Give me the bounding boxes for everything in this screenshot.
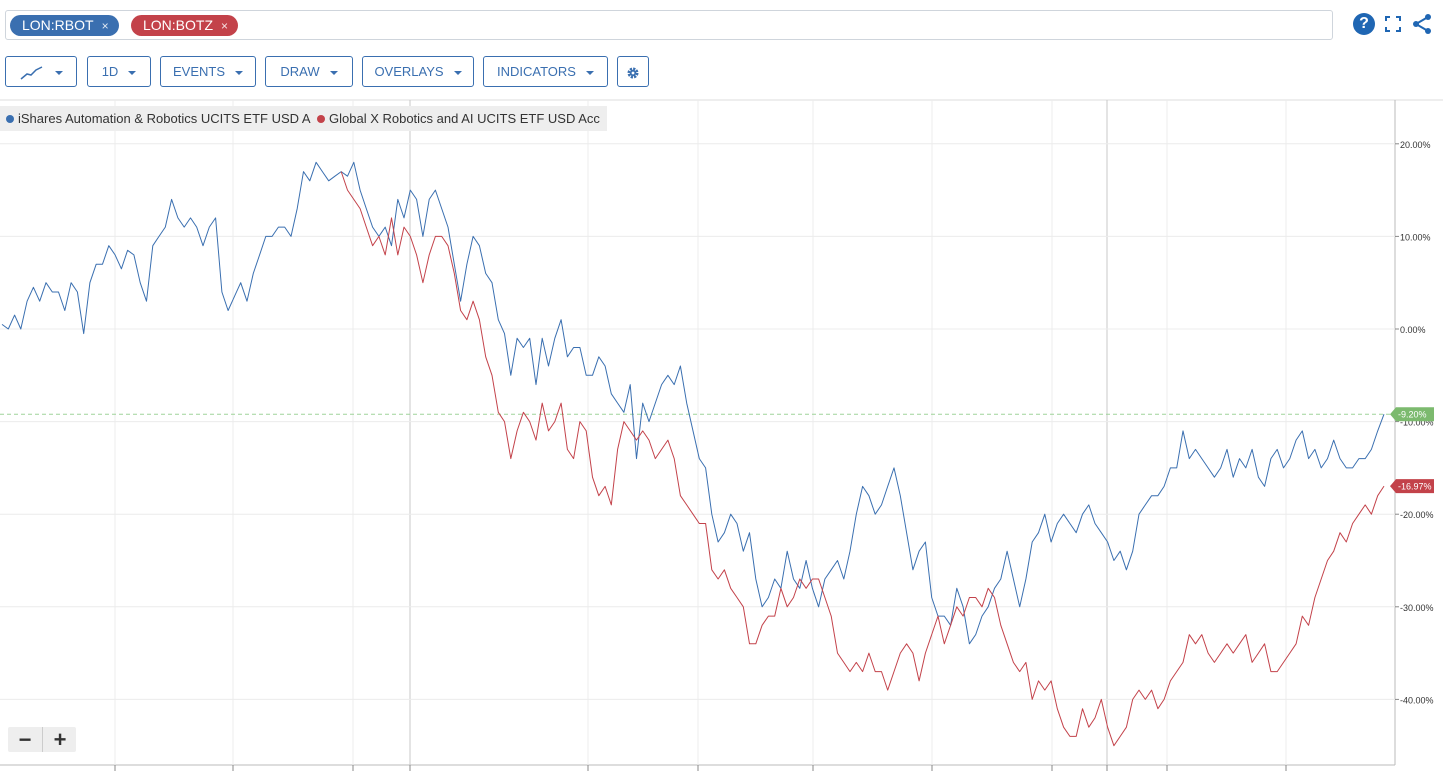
draw-button[interactable]: DRAW (265, 56, 353, 87)
events-button[interactable]: EVENTS (160, 56, 256, 87)
events-label: EVENTS (172, 64, 225, 79)
fullscreen-icon[interactable] (1385, 16, 1401, 32)
symbol-chip-label: LON:BOTZ (143, 17, 214, 33)
y-tick-label: -10.00% (1400, 418, 1434, 428)
last-value-badge (1390, 407, 1434, 422)
remove-symbol-icon[interactable]: × (221, 19, 229, 33)
legend-label: iShares Automation & Robotics UCITS ETF … (18, 111, 311, 126)
chart-type-button[interactable] (5, 56, 77, 87)
overlays-label: OVERLAYS (374, 64, 444, 79)
symbol-chip-label: LON:RBOT (22, 17, 94, 33)
series-lines (1, 161, 1385, 747)
last-value-markers: -9.20% -16.97% (1390, 407, 1434, 494)
series-line-botz[interactable] (340, 171, 1385, 747)
legend-dot (317, 115, 325, 123)
indicators-button[interactable]: INDICATORS (483, 56, 608, 87)
legend-dot (6, 115, 14, 123)
symbol-chip-rbot[interactable]: LON:RBOT × (10, 15, 119, 36)
last-value-label: -9.20% (1398, 410, 1427, 420)
line-chart-icon (20, 65, 43, 80)
indicators-label: INDICATORS (497, 64, 576, 79)
remove-symbol-icon[interactable]: × (101, 19, 109, 33)
symbol-search-bar[interactable]: LON:RBOT × LON:BOTZ × (5, 10, 1333, 40)
top-right-icons: ? (1353, 12, 1433, 36)
y-tick-label: -30.00% (1400, 603, 1434, 613)
interval-label: 1D (101, 64, 119, 79)
last-value-label: -16.97% (1398, 482, 1432, 492)
settings-button[interactable] (617, 56, 649, 87)
y-tick-label: -20.00% (1400, 510, 1434, 520)
interval-button[interactable]: 1D (87, 56, 151, 87)
y-tick-label: -40.00% (1400, 695, 1434, 705)
gear-icon (627, 67, 639, 79)
legend-label: Global X Robotics and AI UCITS ETF USD A… (329, 111, 600, 126)
y-axis-labels: 20.00% 10.00% 0.00% -10.00% -20.00% -30.00% -4… (1400, 140, 1434, 706)
last-value-badge (1390, 479, 1434, 494)
legend-item-botz[interactable]: Global X Robotics and AI UCITS ETF USD A… (311, 106, 607, 131)
y-tick-label: 10.00% (1400, 232, 1431, 242)
chart-grid (0, 99, 1443, 771)
legend-item-rbot[interactable]: iShares Automation & Robotics UCITS ETF … (0, 106, 318, 131)
series-line-rbot[interactable] (1, 161, 1385, 645)
share-icon[interactable] (1411, 13, 1433, 35)
zoom-out-button[interactable]: − (18, 727, 32, 752)
y-tick-label: 20.00% (1400, 140, 1431, 150)
zoom-control: − + (8, 727, 76, 752)
help-icon[interactable]: ? (1353, 13, 1375, 35)
y-tick-label: 0.00% (1400, 325, 1426, 335)
draw-label: DRAW (280, 64, 320, 79)
overlays-button[interactable]: OVERLAYS (362, 56, 474, 87)
zoom-in-button[interactable]: + (42, 727, 77, 752)
symbol-chip-botz[interactable]: LON:BOTZ × (131, 15, 239, 36)
